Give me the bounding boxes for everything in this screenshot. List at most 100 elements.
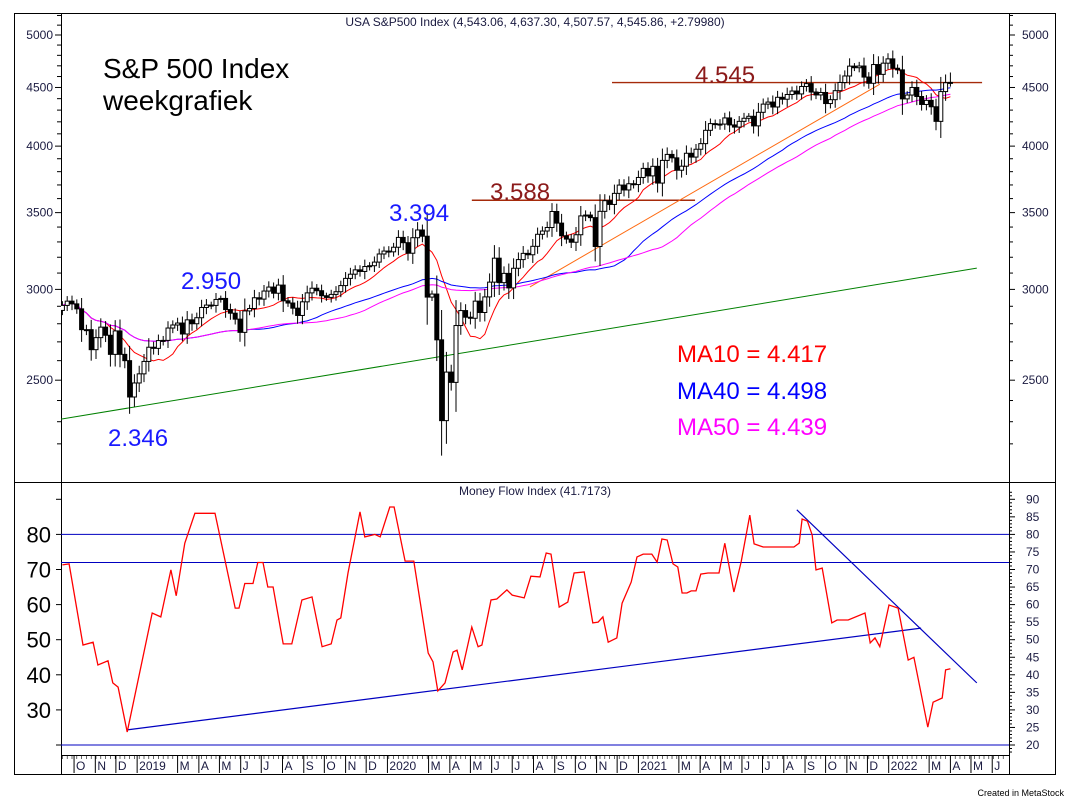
candle-body-down xyxy=(256,297,262,300)
candle xyxy=(400,230,406,251)
candle-body-down xyxy=(808,83,814,93)
candle xyxy=(914,79,920,106)
candle xyxy=(333,286,339,301)
candle xyxy=(127,345,133,414)
candle-body-up xyxy=(943,82,949,93)
candle-body-down xyxy=(669,153,675,159)
candle-body-down xyxy=(674,157,680,171)
candle xyxy=(563,231,569,244)
candle xyxy=(309,281,315,301)
candle-body-down xyxy=(88,329,94,351)
month-label-d: D xyxy=(869,759,878,773)
candle-body-down xyxy=(607,200,613,205)
candle-body-down xyxy=(496,257,502,284)
mfi-tick-label-right: 35 xyxy=(1026,685,1040,699)
mfi-tick-label-right: 20 xyxy=(1026,738,1040,752)
month-label-n: N xyxy=(97,759,106,773)
candle xyxy=(818,87,824,101)
candle-body-up xyxy=(602,200,608,212)
candle xyxy=(141,354,147,383)
candle xyxy=(765,97,771,110)
candle xyxy=(472,291,478,329)
candle xyxy=(482,288,488,322)
label-ma10: MA10 = 4.417 xyxy=(677,341,827,368)
candle xyxy=(251,289,257,318)
candle xyxy=(467,311,473,325)
candle xyxy=(314,284,320,296)
candle-body-up xyxy=(328,293,334,298)
candle xyxy=(919,91,925,111)
candle-body-down xyxy=(477,300,483,313)
candle xyxy=(448,364,454,391)
candle xyxy=(69,295,75,311)
ma10-line xyxy=(62,68,951,362)
candle-body-up xyxy=(184,319,190,335)
candle-body-up xyxy=(938,91,944,122)
candle xyxy=(208,301,214,310)
mfi-tick-label-left: 50 xyxy=(27,628,51,653)
candle-body-up xyxy=(837,82,843,92)
candle-body-down xyxy=(419,229,425,237)
candle xyxy=(405,236,411,261)
candle xyxy=(443,351,449,444)
candle-body-up xyxy=(775,96,781,108)
candle xyxy=(755,102,761,137)
candle xyxy=(650,158,656,185)
candle-body-up xyxy=(136,373,142,384)
candle xyxy=(415,222,421,247)
price-tick-label-right: 3000 xyxy=(1022,282,1049,296)
candle xyxy=(866,72,872,89)
candle xyxy=(391,242,397,257)
candle xyxy=(775,90,781,115)
candle xyxy=(823,83,829,114)
candle xyxy=(506,263,512,299)
mfi-tick-label-left: 80 xyxy=(27,522,51,547)
candle-body-up xyxy=(304,292,310,303)
label-low-2018: 2.346 xyxy=(108,425,168,452)
price-tick-label-right: 5000 xyxy=(1022,28,1049,42)
candle xyxy=(535,227,541,254)
candle-body-up xyxy=(415,229,421,239)
candle-body-up xyxy=(333,291,339,295)
candle-body-up xyxy=(847,65,853,77)
candle xyxy=(731,118,737,134)
month-label-n: N xyxy=(849,759,858,773)
candle xyxy=(213,293,219,313)
candle xyxy=(578,205,584,246)
month-label-d: D xyxy=(619,759,628,773)
candle-body-up xyxy=(736,120,742,128)
candle-body-up xyxy=(755,111,761,127)
candle xyxy=(621,179,627,197)
candle xyxy=(429,290,435,302)
candle xyxy=(242,298,248,347)
candle xyxy=(112,320,118,367)
candle xyxy=(530,239,536,263)
candle-body-down xyxy=(314,287,320,292)
candle-body-down xyxy=(770,101,776,108)
candle xyxy=(194,312,200,330)
candle xyxy=(544,221,550,238)
label-ma40: MA40 = 4.498 xyxy=(677,378,827,405)
candle xyxy=(520,246,526,268)
candle-body-up xyxy=(544,226,550,232)
candle-body-down xyxy=(861,65,867,78)
candle-body-up xyxy=(376,253,382,263)
candle-body-up xyxy=(703,129,709,145)
month-label-2022: 2022 xyxy=(891,759,918,773)
candle-body-up xyxy=(112,330,118,355)
candle-body-up xyxy=(266,286,272,292)
candle-body-up xyxy=(410,237,416,254)
candle xyxy=(698,138,704,156)
candle xyxy=(131,374,137,407)
mfi-tick-label-left: 40 xyxy=(27,663,51,688)
candle-body-up xyxy=(93,337,99,351)
candle xyxy=(688,147,694,164)
candle-body-up xyxy=(491,257,497,283)
candle xyxy=(779,92,785,105)
candle-body-down xyxy=(69,300,75,305)
candle-body-up xyxy=(885,58,891,64)
month-label-s: S xyxy=(557,759,565,773)
candle xyxy=(741,112,747,128)
candle xyxy=(722,112,728,130)
candle xyxy=(851,63,857,72)
